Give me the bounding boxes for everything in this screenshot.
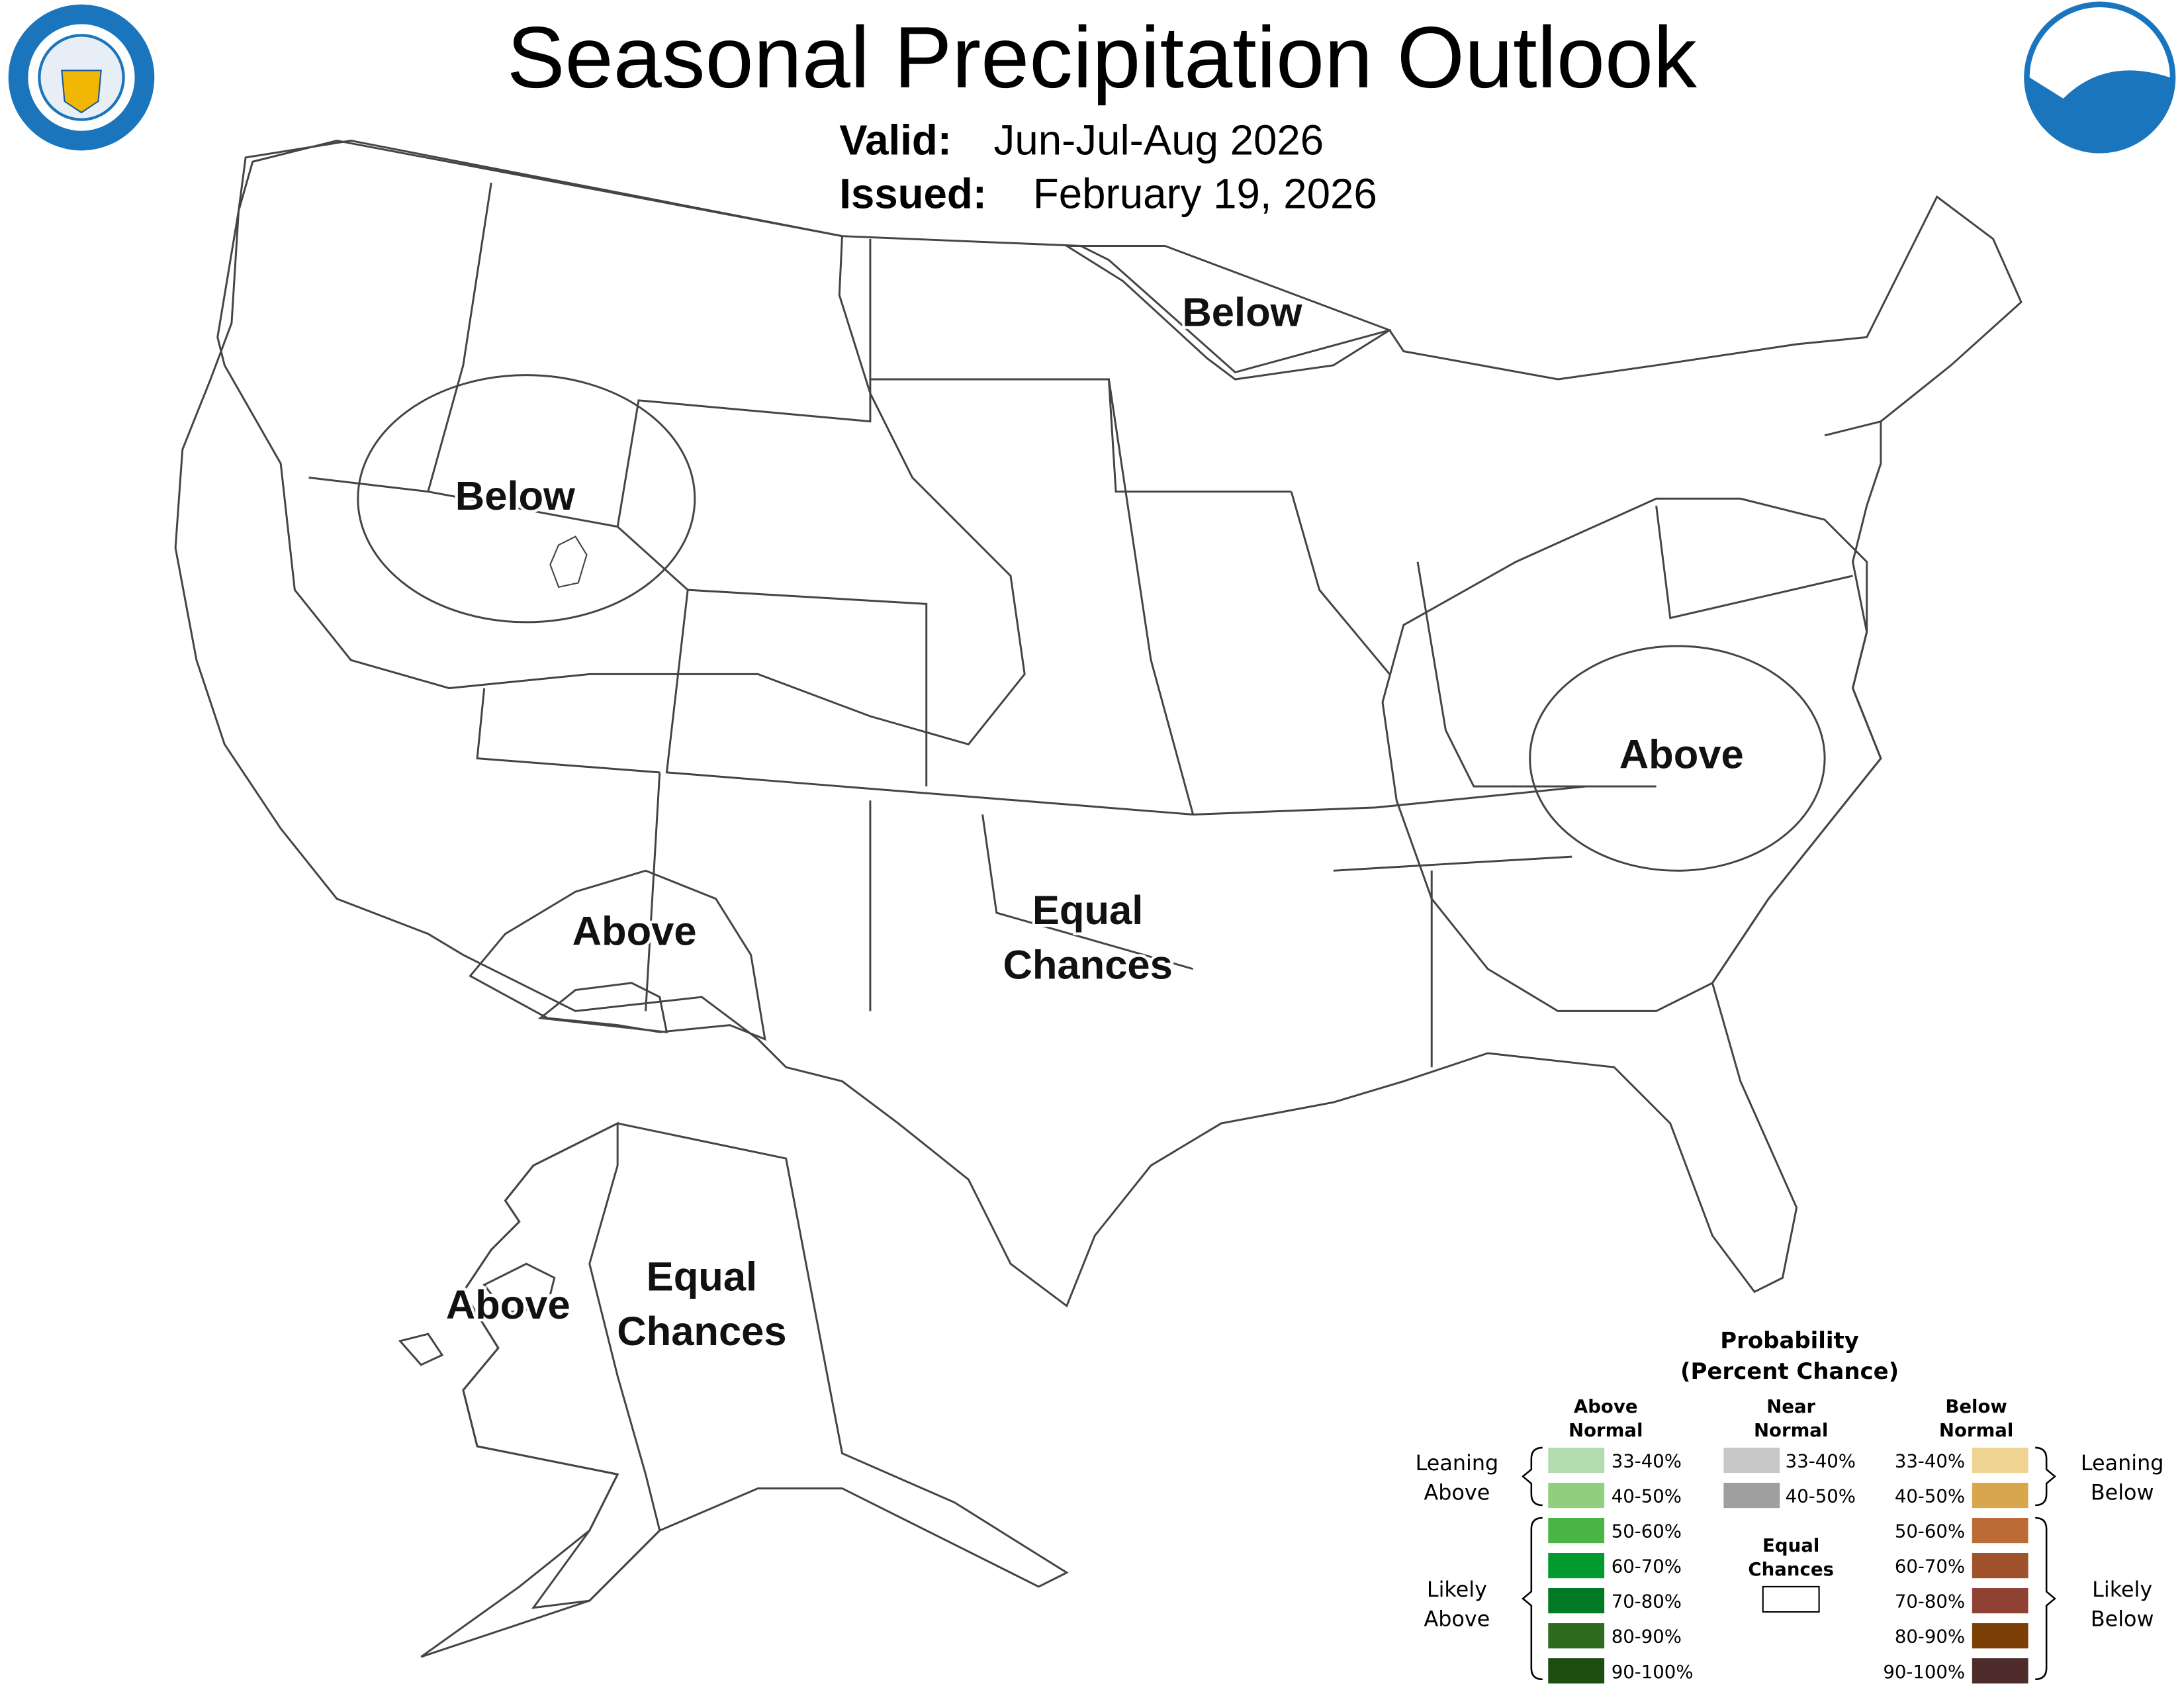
legend-brace	[1522, 1446, 1543, 1507]
state-borders	[308, 182, 1882, 1068]
legend-label: 90-100%	[1883, 1661, 1965, 1683]
legend-brace	[1522, 1517, 1543, 1681]
legend-group-label: Likely	[2092, 1577, 2152, 1602]
valid-value: Jun-Jul-Aug 2026	[994, 117, 1324, 164]
legend-group-label: Likely	[1427, 1577, 1487, 1602]
legend-swatch	[1548, 1658, 1605, 1684]
legend-label: 60-70%	[1895, 1556, 1965, 1577]
legend-heading: Equal	[1762, 1534, 1819, 1556]
above-region	[469, 869, 766, 1041]
legend-heading: Normal	[1939, 1419, 2013, 1441]
legend-label: 40-50%	[1895, 1485, 1965, 1507]
legend-swatch	[1972, 1623, 2028, 1649]
legend-swatch	[1972, 1658, 2028, 1684]
region-label: Equal	[647, 1254, 757, 1299]
region-label: Above	[572, 909, 697, 955]
legend-swatch	[1548, 1588, 1605, 1614]
legend-brace	[2035, 1517, 2056, 1681]
doc-logo	[8, 4, 155, 151]
legend-label: 60-70%	[1612, 1556, 1682, 1577]
region-label: Chances	[1003, 943, 1172, 988]
text-layer: Seasonal Precipitation Outlook Valid: Jun-…	[443, 9, 2164, 1684]
region-label: Above	[446, 1282, 570, 1328]
legend-group-label: Above	[1424, 1606, 1490, 1631]
lake	[549, 536, 588, 588]
conus-outline	[174, 139, 2023, 1308]
legend-brace	[2035, 1446, 2056, 1507]
legend-label: 50-60%	[1895, 1521, 1965, 1542]
legend-swatch	[1972, 1553, 2028, 1579]
region-label: Chances	[617, 1309, 786, 1354]
legend-label: 40-50%	[1786, 1485, 1856, 1507]
legend-label: 90-100%	[1612, 1661, 1694, 1683]
legend-group-label: Below	[2091, 1479, 2154, 1505]
legend-heading: Normal	[1569, 1419, 1643, 1441]
legend-swatch	[1972, 1517, 2028, 1544]
region-label: Equal	[1032, 888, 1143, 933]
legend-label: 70-80%	[1612, 1591, 1682, 1613]
island	[398, 1333, 444, 1366]
legend-label: 33-40%	[1786, 1450, 1856, 1472]
legend-swatch	[1972, 1447, 2028, 1474]
issued-value: February 19, 2026	[1033, 170, 1377, 217]
above-region-strong	[1529, 645, 1826, 872]
legend-group-label: Below	[2091, 1606, 2154, 1631]
legend-label: 33-40%	[1612, 1450, 1682, 1472]
legend-label: 70-80%	[1895, 1591, 1965, 1613]
legend-heading: Chances	[1748, 1558, 1834, 1580]
legend-swatch	[1972, 1482, 2028, 1509]
logo-text: NOAA	[2066, 41, 2134, 66]
legend-subtitle: (Percent Chance)	[1680, 1359, 1899, 1385]
legend-group-label: Leaning	[2081, 1450, 2164, 1476]
legend-swatch	[1548, 1447, 1605, 1474]
legend-heading: Near	[1766, 1395, 1815, 1417]
alaska-outline	[420, 1122, 1069, 1658]
legend-label: 33-40%	[1895, 1450, 1965, 1472]
title: Seasonal Precipitation Outlook	[507, 9, 1697, 106]
legend-label: 50-60%	[1612, 1521, 1682, 1542]
noaa-logo: NOAA	[2024, 1, 2176, 154]
legend-heading: Below	[1945, 1395, 2007, 1417]
legend-group-label: Leaning	[1416, 1450, 1499, 1476]
legend-title: Probability	[1720, 1328, 1859, 1354]
region-label: Above	[1619, 731, 1744, 777]
above-region	[462, 1121, 661, 1609]
legend-swatch	[1548, 1482, 1605, 1509]
legend-swatch	[1723, 1447, 1780, 1474]
above-region-strong	[537, 982, 668, 1033]
region-label: Below	[455, 473, 575, 519]
issued-label: Issued:	[839, 170, 987, 217]
legend-group-label: Above	[1424, 1479, 1490, 1505]
region-label: Below	[1182, 289, 1302, 335]
legend-swatch	[1972, 1588, 2028, 1614]
valid-label: Valid:	[839, 117, 952, 164]
legend-swatch	[1548, 1553, 1605, 1579]
below-region	[1063, 245, 1392, 381]
below-region	[216, 139, 1026, 746]
legend-swatch	[1548, 1517, 1605, 1544]
legend-swatch	[1723, 1482, 1780, 1509]
legend-label: 40-50%	[1612, 1485, 1682, 1507]
legend-heading: Normal	[1754, 1419, 1828, 1441]
legend-label: 80-90%	[1612, 1626, 1682, 1648]
above-region-strong	[482, 1262, 556, 1314]
legend-label: 80-90%	[1895, 1626, 1965, 1648]
legend-swatch	[1762, 1585, 1820, 1613]
below-region-strong	[357, 374, 696, 624]
legend-swatch	[1548, 1623, 1605, 1649]
legend-heading: Above	[1574, 1395, 1638, 1417]
